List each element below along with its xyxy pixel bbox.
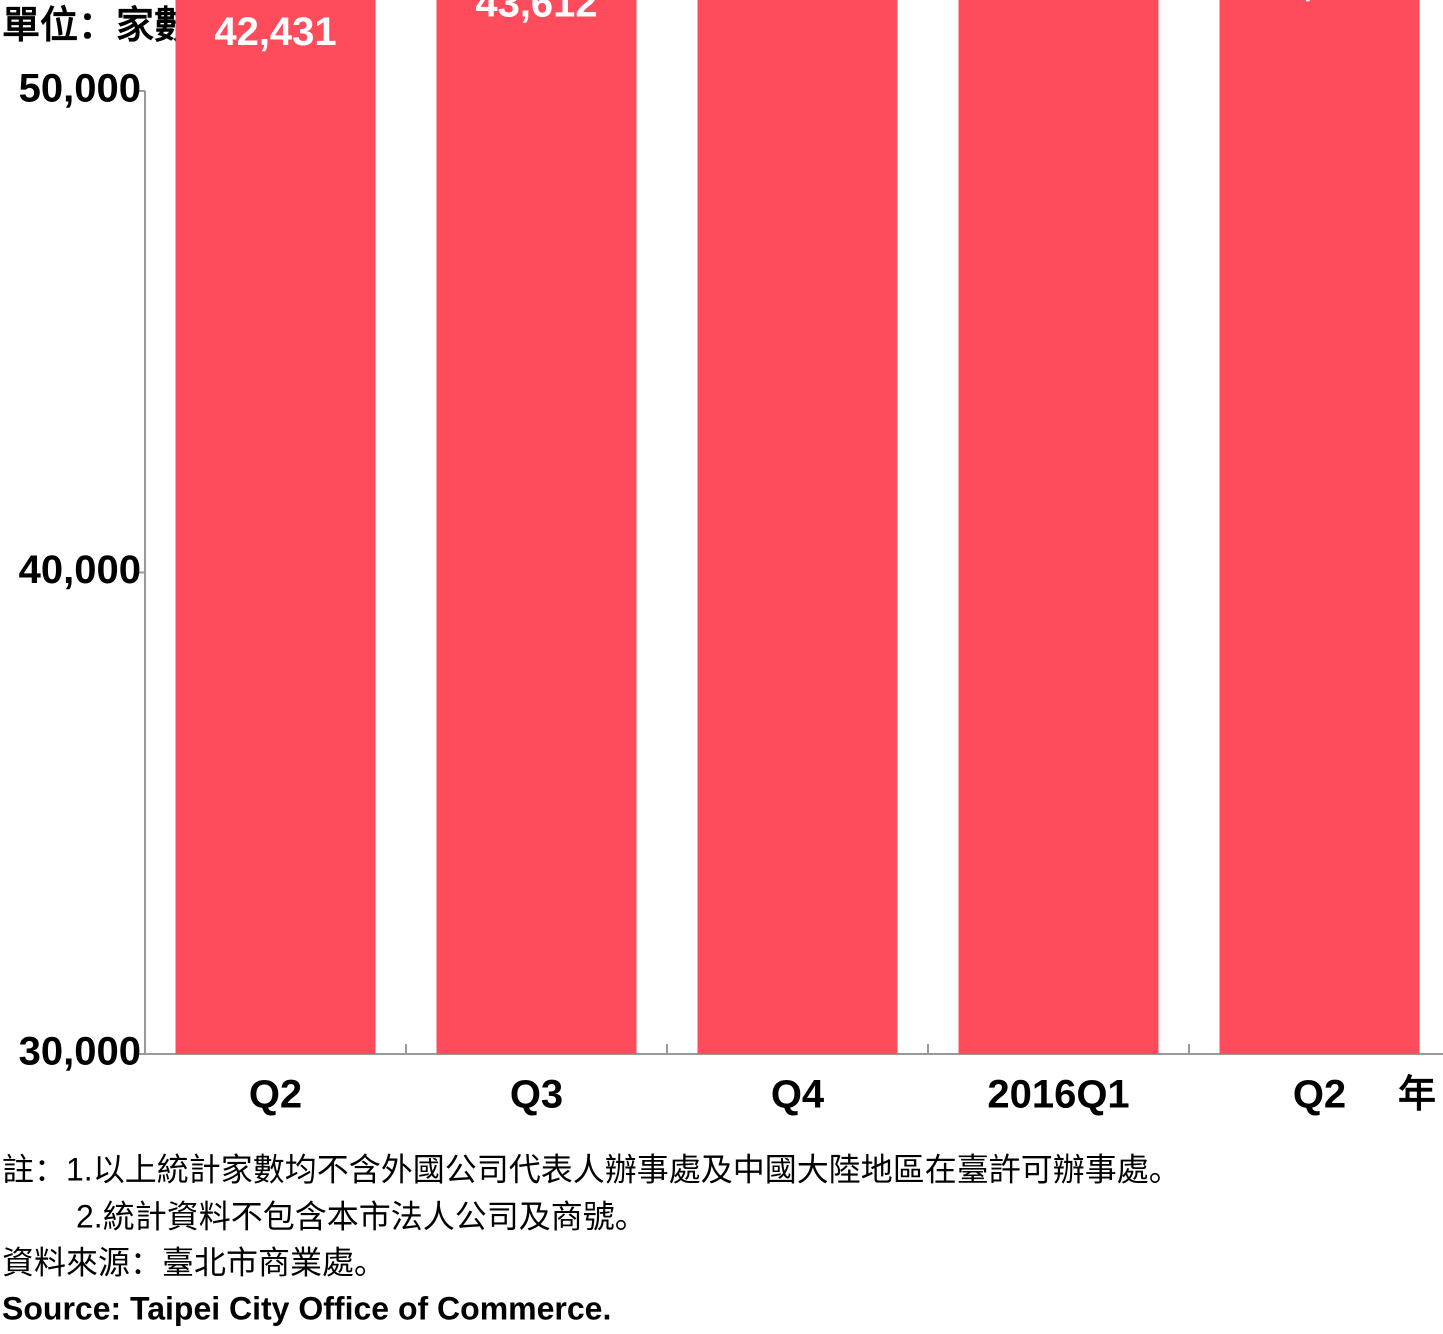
note: 註：1.以上統計家數均不含外國公司代表人辦事處及中國大陸地區在臺許可辦事處。 bbox=[2, 1151, 1181, 1187]
bar-segment bbox=[1219, 0, 1420, 1054]
x-tick-label: Q2 bbox=[1293, 1073, 1346, 1117]
bar-segment bbox=[958, 0, 1159, 1054]
y-tick-label: 50,000 bbox=[19, 67, 141, 111]
source: 資料來源：臺北市商業處。 bbox=[2, 1244, 386, 1280]
bar-segment bbox=[436, 0, 637, 1054]
x-unit-label: 年 bbox=[1398, 1074, 1436, 1116]
value-label: 42,431 bbox=[214, 10, 336, 54]
note: 2.統計資料不包含本市法人公司及商號。 bbox=[76, 1198, 647, 1234]
y-tick-label: 40,000 bbox=[19, 548, 141, 592]
x-tick-label: Q3 bbox=[510, 1073, 563, 1117]
bar-segment bbox=[175, 0, 376, 1055]
x-tick-label: 2016Q1 bbox=[987, 1073, 1129, 1117]
value-label: 44,500 bbox=[1258, 0, 1380, 4]
bar-segment bbox=[697, 0, 898, 1054]
value-label: 43,612 bbox=[475, 0, 597, 26]
x-tick-label: Q4 bbox=[771, 1073, 825, 1117]
x-tick-label: Q2 bbox=[249, 1073, 302, 1117]
source: Source: Taipei City Office of Commerce. bbox=[2, 1290, 611, 1326]
y-tick-label: 30,000 bbox=[19, 1030, 141, 1074]
